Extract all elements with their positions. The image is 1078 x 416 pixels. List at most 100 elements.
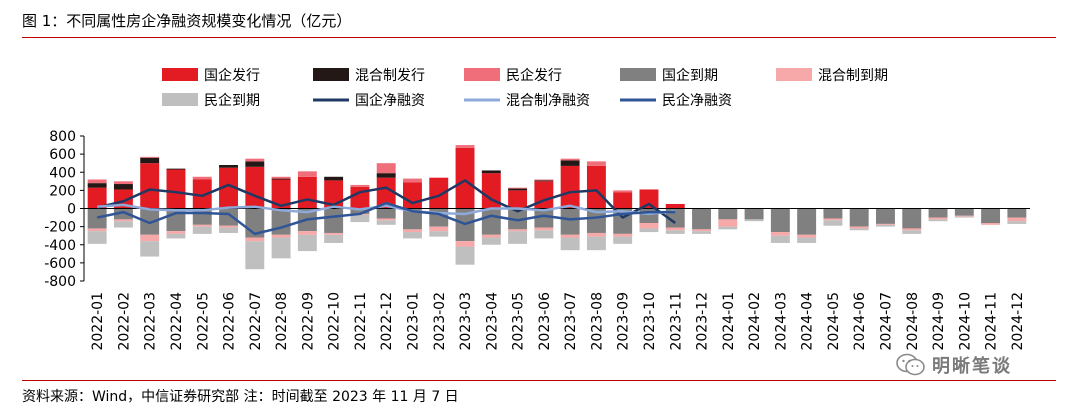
bar-e6b7b7e59088e588b6e58f91-2022-10	[324, 176, 344, 181]
bar-e6b091e4bc81e588b0e69c9f-2024-05	[823, 220, 843, 226]
bar-e6b7b7e59088e588b6e588b0-2024-07	[876, 223, 895, 225]
bar-e6b091e4bc81e588b0e69c9f-2022-12	[376, 220, 396, 225]
bar-e6b091e4bc81e588b0e69c9f-2023-10	[639, 228, 659, 233]
bar-e59bbde4bc81e588b0e69c9f-2022-02	[113, 208, 133, 220]
legend-swatch	[464, 68, 500, 81]
bar-e6b7b7e59088e588b6e58f91-2022-03	[140, 157, 160, 164]
x-tick-label: 2024-12	[1010, 292, 1026, 351]
line-e59bbde4bc81e58780e89e8d	[96, 179, 676, 225]
bar-e59bbde4bc81e588b0e69c9f-2023-12	[692, 208, 711, 230]
bar-e6b7b7e59088e588b6e588b0-2023-11	[665, 227, 685, 231]
bar-e6b091e4bc81e588b0e69c9f-2023-03	[455, 246, 475, 265]
source-divider	[22, 380, 1056, 381]
x-tick-label: 2024-10	[957, 292, 973, 351]
bar-e6b7b7e59088e588b6e588b0-2022-08	[271, 234, 291, 238]
bar-e59bbde4bc81e58f91e8a18c-2023-11	[665, 203, 685, 209]
bar-e6b091e4bc81e588b0e69c9f-2022-06	[219, 227, 238, 233]
bar-e6b7b7e59088e588b6e588b0-2022-04	[166, 231, 186, 234]
bar-e6b091e4bc81e588b0e69c9f-2024-08	[902, 230, 922, 234]
bar-e59bbde4bc81e588b0e69c9f-2023-01	[403, 208, 422, 230]
watermark: 明晰笔谈	[896, 352, 1012, 378]
x-tick-label: 2024-09	[931, 292, 947, 351]
bar-e6b7b7e59088e588b6e58f91-2022-02	[113, 184, 133, 190]
x-tick-label: 2023-12	[695, 292, 711, 351]
legend-swatch	[162, 93, 198, 106]
bar-e6b7b7e59088e588b6e588b0-2023-05	[508, 229, 528, 232]
x-tick-label: 2024-03	[773, 292, 789, 351]
bar-e6b7b7e59088e588b6e588b0-2023-09	[613, 233, 633, 237]
bar-e59bbde4bc81e588b0e69c9f-2024-05	[823, 208, 843, 219]
bar-e59bbde4bc81e58f91e8a18c-2023-09	[613, 192, 633, 209]
x-tick-label: 2022-01	[90, 292, 106, 351]
legend-label: 国企净融资	[355, 92, 425, 109]
bar-e6b091e4bc81e58f91e8a18c-2023-07	[560, 158, 580, 161]
bar-e6b7b7e59088e588b6e58f91-2022-06	[219, 165, 238, 168]
bar-e6b7b7e59088e588b6e58f91-2023-07	[560, 160, 580, 166]
bar-e6b091e4bc81e58f91e8a18c-2022-05	[192, 176, 212, 180]
line-series-group	[96, 179, 676, 236]
x-tick-label: 2022-05	[195, 292, 211, 351]
x-tick-label: 2023-10	[642, 292, 658, 351]
bar-e6b7b7e59088e588b6e58f91-2023-06	[534, 180, 554, 182]
bar-e6b7b7e59088e588b6e588b0-2024-01	[718, 219, 738, 227]
legend-label: 民企到期	[204, 92, 260, 109]
bar-e6b091e4bc81e588b0e69c9f-2023-04	[481, 237, 501, 245]
bar-e6b091e4bc81e588b0e69c9f-2023-12	[692, 231, 711, 234]
bar-e59bbde4bc81e588b0e69c9f-2022-08	[271, 208, 291, 235]
bar-e59bbde4bc81e58f91e8a18c-2022-07	[245, 166, 265, 209]
y-tick-label: -200	[44, 220, 76, 236]
x-tick-label: 2024-04	[800, 292, 816, 351]
bar-e59bbde4bc81e588b0e69c9f-2023-05	[508, 208, 528, 230]
bar-e6b7b7e59088e588b6e588b0-2024-04	[797, 234, 817, 238]
bar-e59bbde4bc81e588b0e69c9f-2022-03	[140, 208, 160, 235]
bar-e6b7b7e59088e588b6e588b0-2022-03	[140, 234, 160, 242]
bar-e6b091e4bc81e58f91e8a18c-2023-09	[613, 190, 633, 193]
bar-e6b091e4bc81e588b0e69c9f-2024-09	[928, 219, 948, 222]
bar-e6b7b7e59088e588b6e588b0-2024-06	[849, 226, 869, 229]
legend-label: 混合制发行	[355, 68, 425, 84]
bar-e6b7b7e59088e588b6e588b0-2023-07	[560, 234, 580, 238]
legend-swatch	[620, 68, 656, 81]
bar-e6b091e4bc81e588b0e69c9f-2024-02	[744, 219, 764, 222]
bar-e6b091e4bc81e58f91e8a18c-2022-08	[271, 176, 291, 179]
x-tick-label: 2024-06	[852, 292, 868, 351]
x-tick-label: 2024-05	[826, 292, 842, 351]
x-tick-label: 2023-03	[458, 292, 474, 351]
bar-e59bbde4bc81e58f91e8a18c-2023-02	[429, 177, 449, 209]
bar-e6b7b7e59088e588b6e588b0-2022-02	[113, 219, 133, 222]
bar-e6b091e4bc81e58f91e8a18c-2023-01	[403, 178, 422, 183]
wechat-icon	[896, 353, 925, 376]
bar-e59bbde4bc81e58f91e8a18c-2023-04	[481, 173, 501, 209]
bar-e6b091e4bc81e588b0e69c9f-2024-04	[797, 237, 817, 243]
x-tick-label: 2023-07	[563, 292, 579, 351]
line-e6b7b7e59088e588b6e58780	[97, 203, 676, 216]
bar-e6b091e4bc81e588b0e69c9f-2023-02	[429, 231, 449, 237]
bar-e6b7b7e59088e588b6e58f91-2022-04	[166, 168, 186, 170]
x-tick-label: 2023-08	[589, 292, 605, 351]
bar-e59bbde4bc81e588b0e69c9f-2023-04	[481, 208, 501, 235]
bar-e6b091e4bc81e588b0e69c9f-2022-02	[113, 221, 133, 228]
bar-e59bbde4bc81e588b0e69c9f-2023-08	[586, 208, 606, 233]
legend-label: 混合制净融资	[506, 93, 590, 109]
bar-e6b091e4bc81e58f91e8a18c-2022-09	[297, 171, 317, 177]
bar-e6b091e4bc81e588b0e69c9f-2022-05	[192, 226, 212, 234]
bar-e6b091e4bc81e588b0e69c9f-2022-03	[140, 241, 160, 257]
bar-e59bbde4bc81e58f91e8a18c-2023-10	[639, 189, 659, 209]
bar-e6b091e4bc81e58f91e8a18c-2023-05	[508, 187, 528, 189]
x-tick-label: 2023-09	[616, 292, 632, 351]
bar-e59bbde4bc81e588b0e69c9f-2024-02	[744, 208, 764, 220]
x-tick-label: 2022-12	[379, 292, 395, 351]
bar-e6b7b7e59088e588b6e588b0-2022-05	[192, 224, 212, 227]
y-tick-label: 600	[49, 147, 76, 163]
line-e6b091e4bc81e58780e89e8d	[96, 201, 676, 236]
bar-e6b091e4bc81e588b0e69c9f-2022-10	[324, 234, 344, 243]
bar-e6b091e4bc81e588b0e69c9f-2022-11	[350, 214, 370, 223]
y-tick-label: 0	[67, 202, 76, 218]
bar-e6b091e4bc81e58f91e8a18c-2022-11	[350, 184, 370, 187]
x-tick-label: 2022-09	[300, 292, 316, 351]
bar-e59bbde4bc81e588b0e69c9f-2022-10	[324, 208, 344, 233]
legend-label: 国企发行	[204, 67, 260, 84]
x-tick-label: 2023-02	[432, 292, 448, 351]
